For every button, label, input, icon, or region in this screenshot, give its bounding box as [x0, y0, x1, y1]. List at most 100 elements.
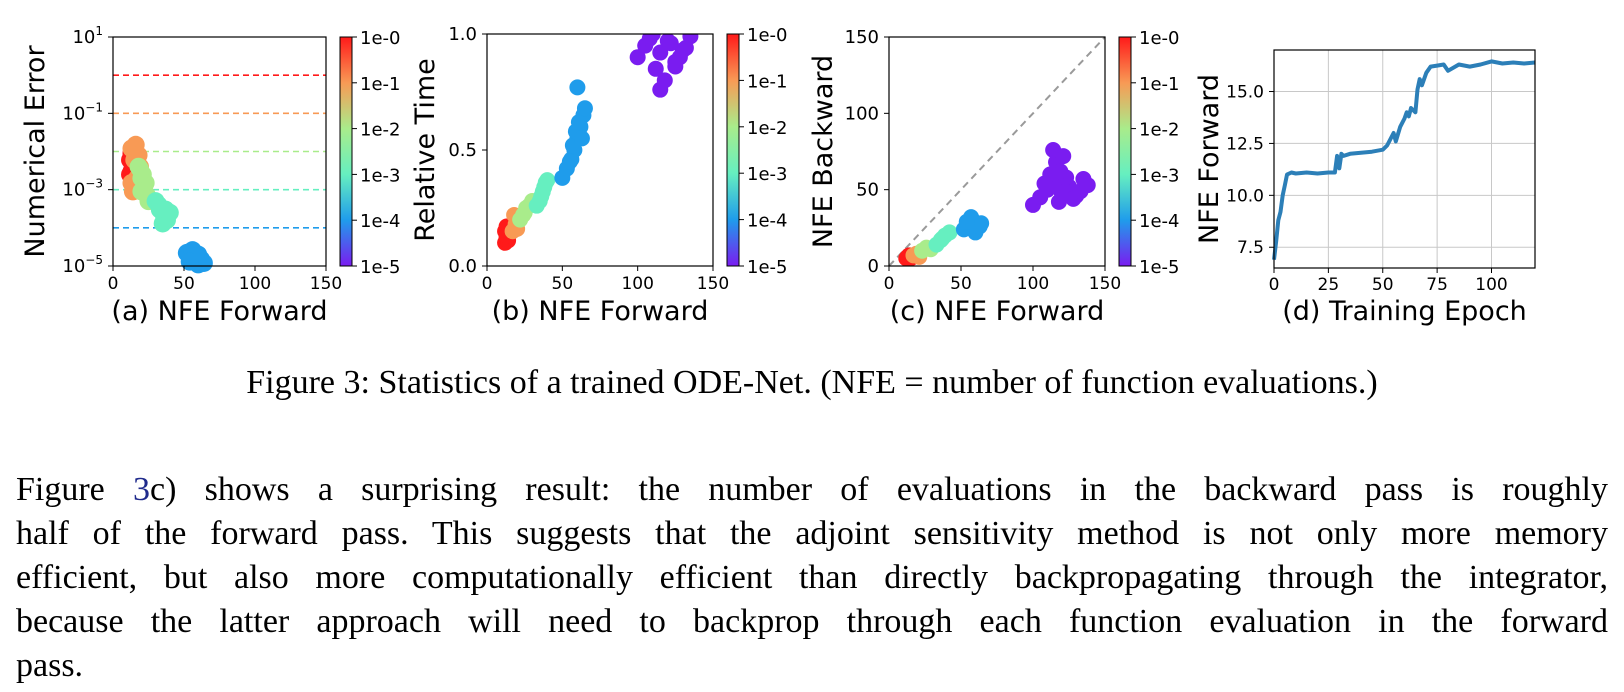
body-paragraph: Figure 3c) shows a surprising result: th…: [16, 468, 1608, 688]
colorbar-tick-label: 1e-3: [747, 164, 787, 185]
series-line: [1272, 59, 1536, 260]
x-axis-label: (a) NFE Forward: [111, 296, 327, 327]
scatter-point: [667, 58, 684, 75]
colorbar-tick-label: 1e-0: [360, 28, 400, 49]
x-axis-label: (c) NFE Forward: [890, 296, 1104, 327]
x-axis-label: (b) NFE Forward: [492, 296, 709, 327]
colorbar-tick-label: 1e-4: [1139, 211, 1179, 232]
scatter-point: [569, 79, 586, 96]
scatter-point: [573, 130, 590, 147]
colorbar-tick-label: 1e-0: [1139, 28, 1179, 49]
x-tick-label: 0: [482, 274, 493, 294]
x-tick-label: 150: [310, 274, 342, 294]
scatter-point: [934, 230, 951, 247]
y-tick-label: 0: [868, 256, 879, 277]
diagonal-reference-line: [888, 36, 1106, 267]
scatter-point: [132, 182, 151, 201]
colorbar-tick-label: 1e-4: [360, 211, 400, 232]
colorbar-a: 1e-0 1e-1 1e-2 1e-3 1e-4 1e-5: [339, 28, 400, 278]
colorbar-tick-label: 1e-2: [360, 120, 400, 141]
scatter-point: [180, 252, 199, 271]
x-tick-label: 75: [1426, 275, 1448, 295]
colorbar-bar: [1118, 36, 1132, 267]
colorbar-b: 1e-0 1e-1 1e-2 1e-3 1e-4 1e-5: [726, 25, 787, 278]
colorbar-tick-label: 1e-3: [1139, 165, 1179, 186]
y-axis-label: Relative Time: [410, 58, 441, 242]
x-tick-label: 0: [884, 274, 895, 294]
y-tick-label: 0.5: [448, 140, 477, 161]
colorbar-tick-label: 1e-4: [747, 211, 787, 232]
x-tick-label: 100: [621, 274, 653, 294]
y-tick-label: 12.5: [1226, 134, 1264, 154]
scatter-point: [629, 49, 646, 66]
colorbar-tick-label: 1e-5: [1139, 257, 1179, 278]
scatter-point: [677, 39, 694, 56]
paragraph-line-5: pass.: [16, 647, 84, 684]
x-tick-label: 150: [1089, 274, 1121, 294]
x-tick-label: 0: [1269, 275, 1280, 295]
y-tick-label: 10−3: [62, 177, 103, 201]
x-axis-label: (d) Training Epoch: [1282, 296, 1527, 327]
scatter-point: [652, 44, 669, 61]
points-b: [497, 34, 699, 251]
x-tick-label: 50: [1372, 275, 1394, 295]
y-tick-label: 0.0: [448, 256, 477, 277]
scatter-point: [537, 174, 554, 191]
plot-area-d: [1274, 50, 1535, 268]
x-tick-label: 50: [173, 274, 195, 294]
colorbar-c: 1e-0 1e-1 1e-2 1e-3 1e-4 1e-5: [1118, 28, 1179, 278]
x-tick-label: 100: [1475, 275, 1507, 295]
y-tick-label: 1.0: [448, 24, 477, 45]
colorbar-tick-label: 1e-1: [1139, 74, 1179, 95]
y-tick-label: 101: [72, 24, 103, 48]
y-axis-label: NFE Backward: [808, 55, 839, 248]
paragraph-line-2: half of the forward pass. This suggests …: [16, 515, 1608, 552]
y-axis-label: NFE Forward: [1194, 74, 1225, 244]
scatter-point: [662, 35, 679, 52]
paragraph-line-3: efficient, but also more computationally…: [16, 559, 1608, 596]
y-axis-label: Numerical Error: [20, 45, 51, 258]
plot-frame-c: [888, 36, 1106, 267]
x-tick-label: 0: [108, 274, 119, 294]
scatter-point: [1036, 175, 1053, 192]
y-tick-label: 15.0: [1226, 83, 1264, 103]
y-tick-label: 50: [856, 180, 879, 201]
y-tick-label: 100: [845, 103, 879, 124]
colorbar-tick-label: 1e-1: [747, 71, 787, 92]
scatter-point: [641, 34, 658, 47]
y-tick-label: 10−5: [62, 253, 103, 277]
scatter-point: [958, 213, 975, 230]
scatter-point: [515, 206, 532, 223]
x-tick-label: 100: [239, 274, 271, 294]
colorbar-tick-label: 1e-1: [360, 74, 400, 95]
colorbar-tick-label: 1e-2: [747, 118, 787, 139]
y-tick-label: 7.5: [1237, 238, 1264, 258]
y-tick-label: 150: [845, 27, 879, 48]
x-tick-label: 100: [1017, 274, 1049, 294]
scatter-point: [561, 153, 578, 170]
scatter-point: [156, 200, 175, 219]
y-tick-label: 10.0: [1226, 186, 1264, 206]
colorbar-tick-label: 1e-5: [360, 257, 400, 278]
plot-frame-a: [112, 36, 327, 267]
scatter-point: [971, 218, 988, 235]
colorbar-tick-label: 1e-2: [1139, 120, 1179, 141]
scatter-point: [153, 214, 172, 233]
colorbar-bar: [726, 33, 740, 267]
x-tick-label: 25: [1318, 275, 1340, 295]
scatter-point: [1045, 141, 1062, 158]
x-tick-label: 50: [552, 274, 574, 294]
scatter-point: [576, 100, 593, 117]
scatter-point: [1052, 163, 1069, 180]
paragraph-line-1: Figure 3c) shows a surprising result: th…: [16, 471, 1608, 508]
y-tick-label: 10−1: [62, 100, 103, 124]
colorbar-bar: [339, 36, 353, 267]
scatter-point: [647, 60, 664, 77]
figure-ref-link[interactable]: 3: [132, 471, 150, 508]
figure-3: 0 50 100 150 101 10−1 10−3 10−5 (a) NFE Forward N…: [20, 24, 1536, 327]
paragraph-line-4: because the latter approach will need to…: [16, 603, 1608, 640]
figure-caption: Figure 3: Statistics of a trained ODE-Ne…: [246, 364, 1378, 401]
scatter-point: [1079, 177, 1096, 194]
scatter-point: [1050, 193, 1067, 210]
colorbar-tick-label: 1e-5: [747, 257, 787, 278]
